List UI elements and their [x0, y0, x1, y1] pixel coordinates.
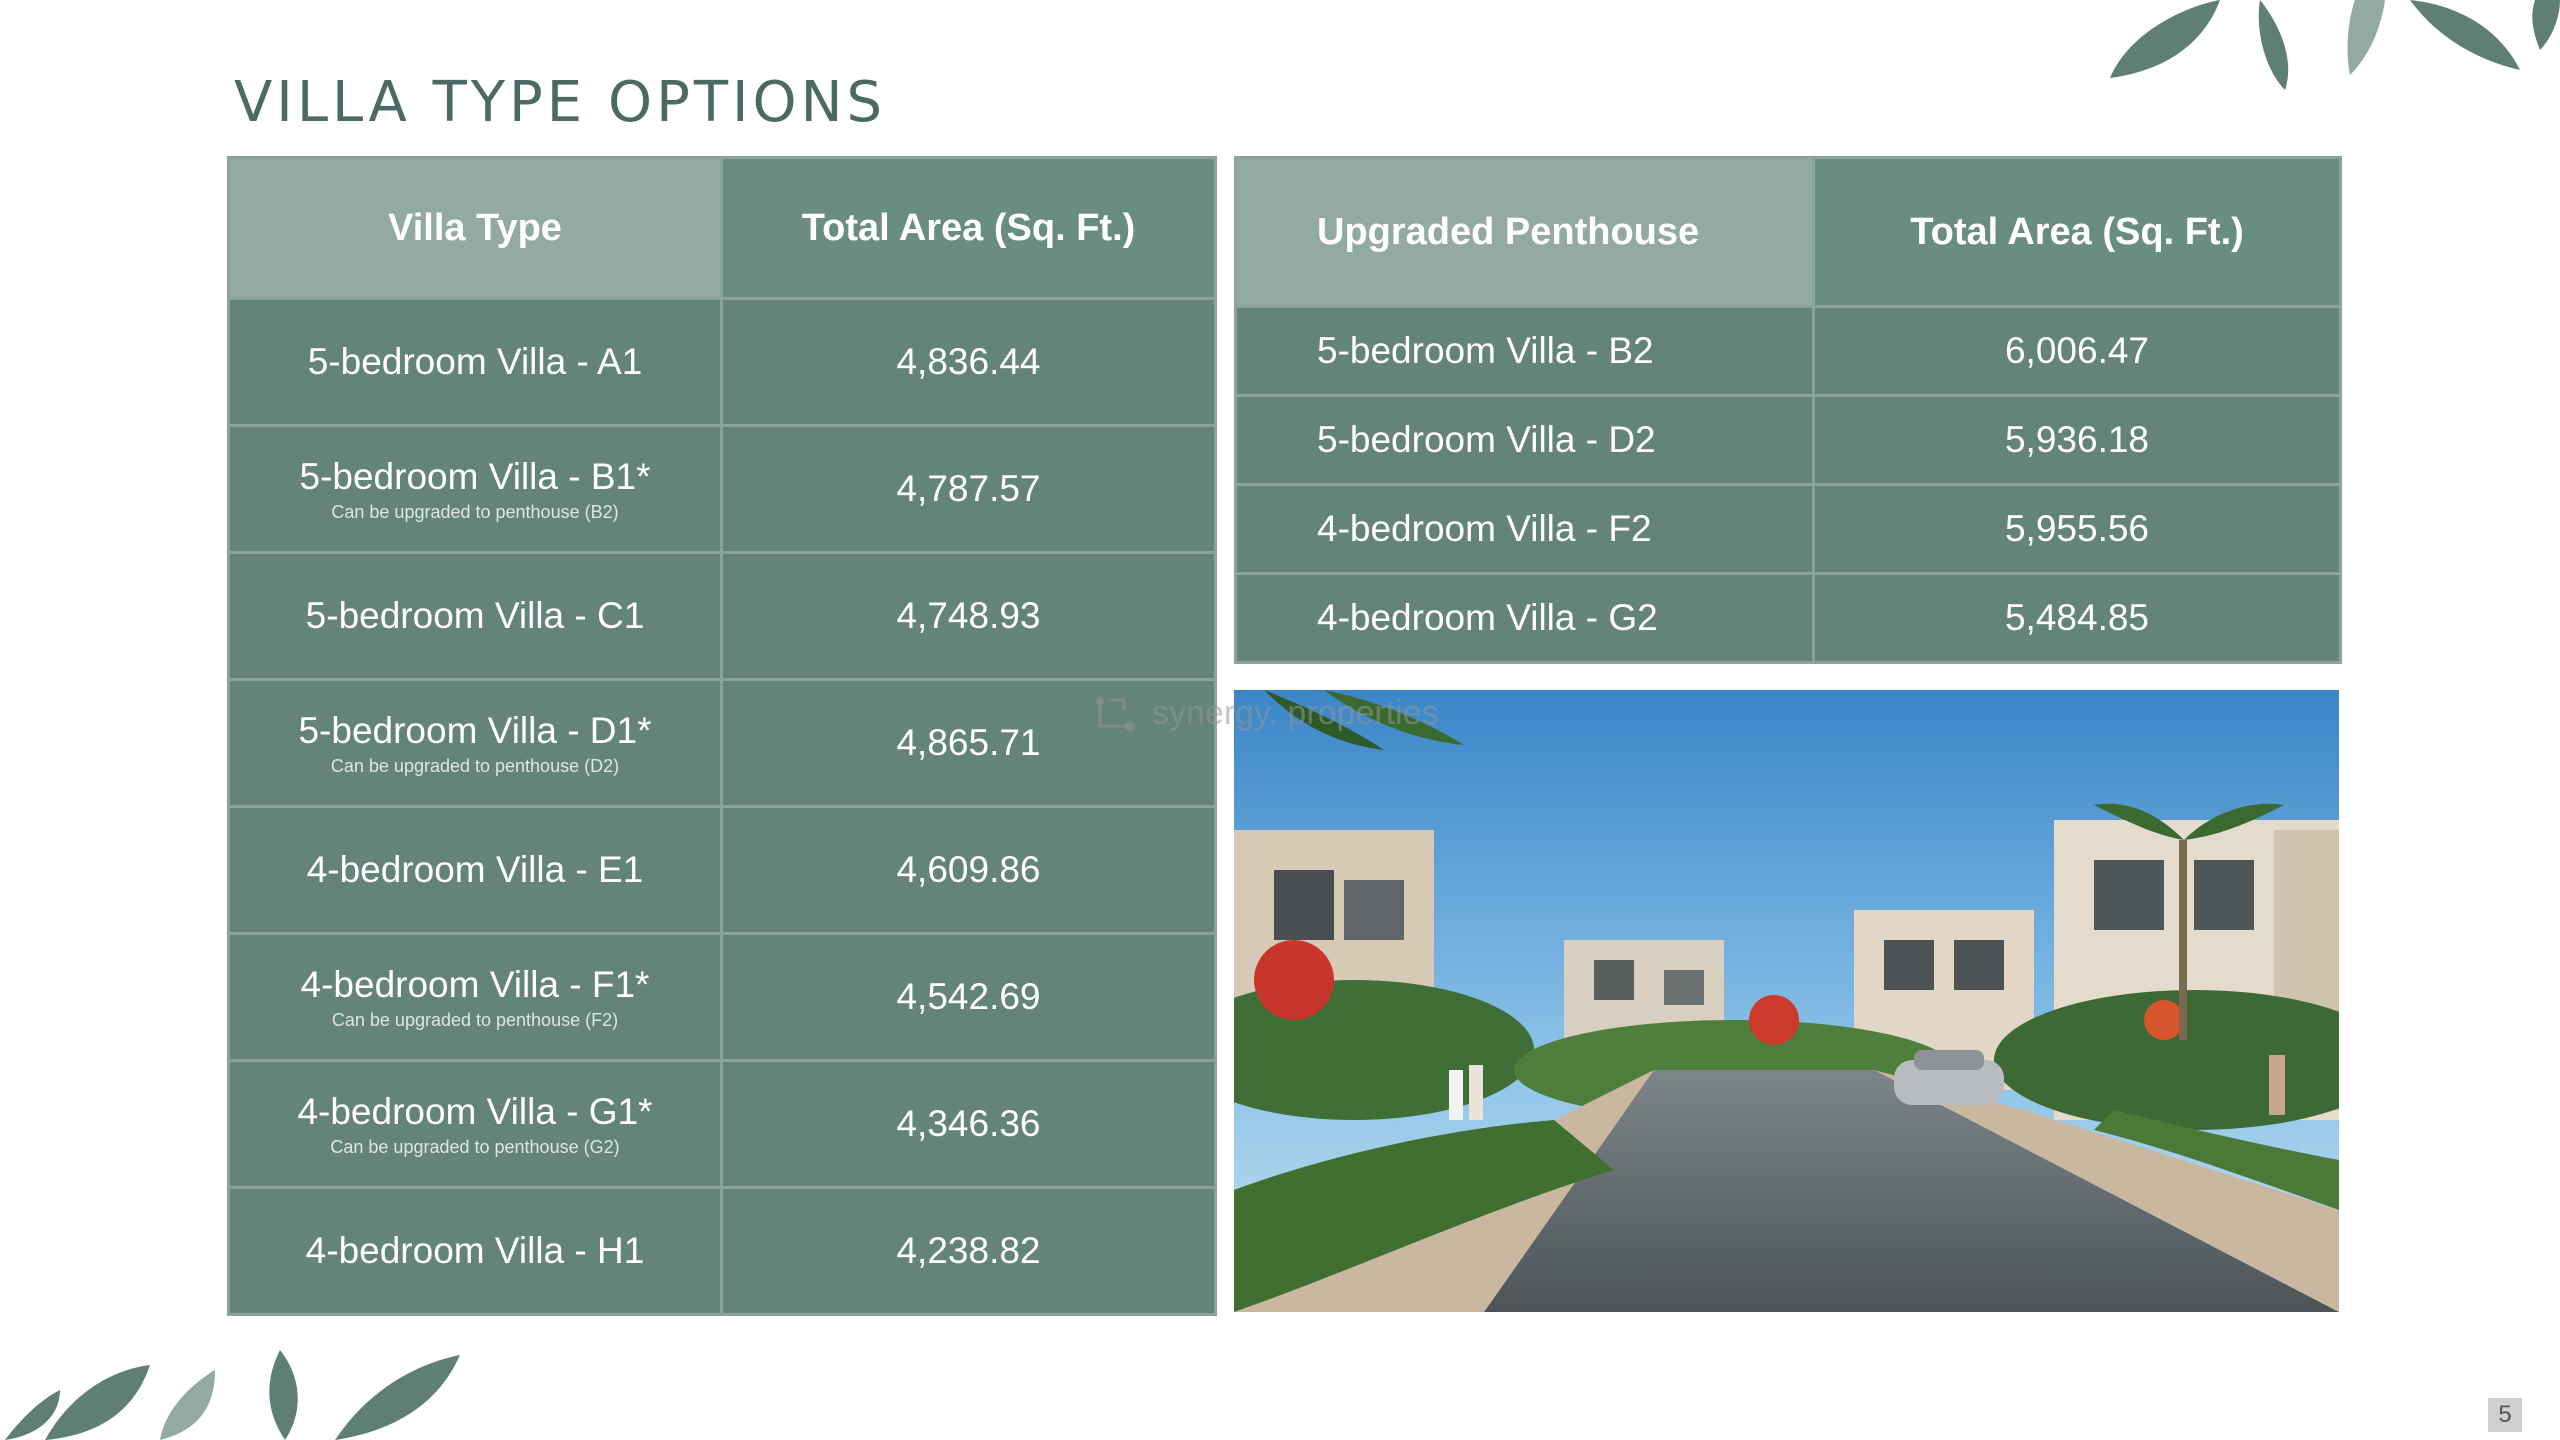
table-header-row: Villa Type Total Area (Sq. Ft.) — [227, 156, 1217, 300]
area-cell: 6,006.47 — [1812, 305, 2342, 397]
watermark-text: synergy. properties — [1152, 694, 1439, 732]
synergy-logo-icon — [1094, 696, 1136, 732]
villa-type-label: 4-bedroom Villa - H1 — [305, 1230, 645, 1271]
penthouse-type-cell: 4-bedroom Villa - F2 — [1234, 483, 1815, 575]
upgrade-note: Can be upgraded to penthouse (F2) — [331, 1009, 619, 1030]
upgraded-penthouse-table: Upgraded Penthouse Total Area (Sq. Ft.) … — [1234, 156, 2342, 664]
area-cell: 5,955.56 — [1812, 483, 2342, 575]
area-cell: 4,748.93 — [720, 551, 1217, 681]
column-header-total-area: Total Area (Sq. Ft.) — [720, 156, 1217, 300]
area-cell: 4,787.57 — [720, 424, 1217, 554]
table-header-row: Upgraded Penthouse Total Area (Sq. Ft.) — [1234, 156, 2342, 308]
villa-type-label: 4-bedroom Villa - G1* — [297, 1090, 653, 1132]
villa-type-label: 5-bedroom Villa - C1 — [305, 595, 645, 636]
area-cell: 4,542.69 — [720, 932, 1217, 1062]
area-cell: 4,865.71 — [720, 678, 1217, 808]
table-row: 5-bedroom Villa - A1 4,836.44 — [227, 297, 1217, 427]
table-row: 4-bedroom Villa - E1 4,609.86 — [227, 805, 1217, 935]
villa-type-cell: 5-bedroom Villa - C1 — [227, 551, 723, 681]
area-cell: 4,238.82 — [720, 1186, 1217, 1316]
area-cell: 5,936.18 — [1812, 394, 2342, 486]
villa-community-rendering — [1234, 690, 2339, 1312]
villa-type-label: 5-bedroom Villa - D1* — [298, 709, 652, 751]
table-row: 5-bedroom Villa - B1* Can be upgraded to … — [227, 424, 1217, 554]
table-row: 5-bedroom Villa - D2 5,936.18 — [1234, 394, 2342, 486]
villa-type-label: 5-bedroom Villa - A1 — [307, 341, 643, 382]
upgrade-note: Can be upgraded to penthouse (D2) — [330, 755, 620, 776]
villa-type-cell: 4-bedroom Villa - G1* Can be upgraded to … — [227, 1059, 723, 1189]
watermark: synergy. properties — [1094, 694, 1439, 733]
page-title: VILLA TYPE OPTIONS — [234, 70, 887, 135]
penthouse-type-cell: 4-bedroom Villa - G2 — [1234, 572, 1815, 664]
page-number: 5 — [2488, 1398, 2522, 1432]
column-header-total-area: Total Area (Sq. Ft.) — [1812, 156, 2342, 308]
villa-type-cell: 4-bedroom Villa - F1* Can be upgraded to … — [227, 932, 723, 1062]
villa-type-cell: 5-bedroom Villa - D1* Can be upgraded to … — [227, 678, 723, 808]
table-row: 5-bedroom Villa - D1* Can be upgraded to … — [227, 678, 1217, 808]
column-header-villa-type: Villa Type — [227, 156, 723, 300]
upgrade-note: Can be upgraded to penthouse (B2) — [331, 501, 619, 522]
penthouse-type-cell: 5-bedroom Villa - B2 — [1234, 305, 1815, 397]
villa-type-cell: 4-bedroom Villa - E1 — [227, 805, 723, 935]
villa-type-label: 4-bedroom Villa - E1 — [306, 849, 644, 890]
villa-type-label: 5-bedroom Villa - B1* — [299, 455, 651, 497]
area-cell: 4,346.36 — [720, 1059, 1217, 1189]
leaf-decoration-top-right — [2110, 0, 2560, 90]
table-row: 4-bedroom Villa - F2 5,955.56 — [1234, 483, 2342, 575]
table-row: 5-bedroom Villa - B2 6,006.47 — [1234, 305, 2342, 397]
leaf-decoration-bottom-left — [5, 1350, 460, 1440]
villa-type-cell: 5-bedroom Villa - B1* Can be upgraded to … — [227, 424, 723, 554]
table-row: 4-bedroom Villa - G2 5,484.85 — [1234, 572, 2342, 664]
villa-type-table: Villa Type Total Area (Sq. Ft.) 5-bedroo… — [227, 156, 1217, 1316]
table-row: 4-bedroom Villa - G1* Can be upgraded to … — [227, 1059, 1217, 1189]
table-row: 4-bedroom Villa - H1 4,238.82 — [227, 1186, 1217, 1316]
villa-type-cell: 5-bedroom Villa - A1 — [227, 297, 723, 427]
table-row: 5-bedroom Villa - C1 4,748.93 — [227, 551, 1217, 681]
villa-type-label: 4-bedroom Villa - F1* — [300, 963, 650, 1005]
column-header-upgraded-penthouse: Upgraded Penthouse — [1234, 156, 1815, 308]
area-cell: 5,484.85 — [1812, 572, 2342, 664]
area-cell: 4,836.44 — [720, 297, 1217, 427]
table-row: 4-bedroom Villa - F1* Can be upgraded to … — [227, 932, 1217, 1062]
upgrade-note: Can be upgraded to penthouse (G2) — [330, 1136, 620, 1157]
villa-type-cell: 4-bedroom Villa - H1 — [227, 1186, 723, 1316]
area-cell: 4,609.86 — [720, 805, 1217, 935]
penthouse-type-cell: 5-bedroom Villa - D2 — [1234, 394, 1815, 486]
